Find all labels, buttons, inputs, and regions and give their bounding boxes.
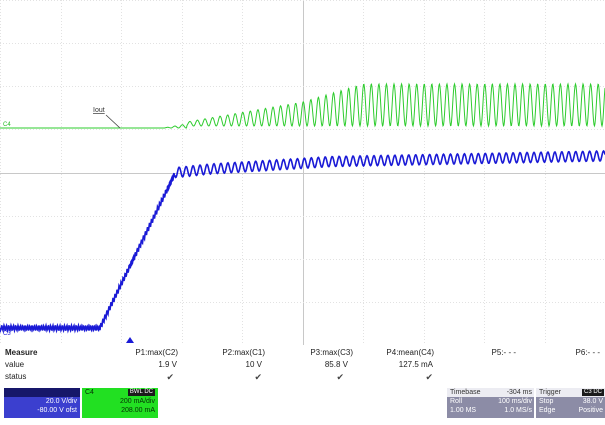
timebase-delay: -304 ms bbox=[506, 389, 532, 396]
trigger-position-marker[interactable] bbox=[126, 337, 134, 343]
timebase-samples: 1.00 MS bbox=[450, 407, 477, 414]
trigger-source-badge: C3 DC bbox=[581, 389, 604, 396]
measure-title: Measure bbox=[5, 348, 38, 357]
channel-c4-coupling-badge: BWL DC bbox=[127, 389, 155, 396]
channel-c3-scale: 20.0 V/div bbox=[45, 398, 77, 405]
channel-c4-scale: 200 mA/div bbox=[119, 398, 155, 405]
timebase-header: Timebase -304 ms bbox=[447, 388, 534, 397]
param-p2-status-check-icon: ✔ bbox=[254, 372, 262, 382]
trigger-mode: Stop bbox=[539, 398, 554, 405]
trigger-label: Trigger bbox=[539, 389, 561, 396]
channel-c4-offset: 208.00 mA bbox=[121, 407, 155, 414]
param-p3-name[interactable]: P3:max(C3) bbox=[310, 348, 353, 357]
measurement-table: Measure P1:max(C2) P2:max(C1) P3:max(C3)… bbox=[0, 345, 605, 387]
param-p5-name[interactable]: P5:- - - bbox=[491, 348, 516, 357]
trigger-row-2: Edge Positive bbox=[536, 406, 605, 415]
param-p4-name[interactable]: P4:mean(C4) bbox=[386, 348, 434, 357]
trace-iout bbox=[0, 82, 605, 129]
trigger-descriptor[interactable]: Trigger C3 DC Stop 38.0 V Edge Positive bbox=[536, 388, 605, 418]
channel-c4-marker: C4 bbox=[3, 122, 11, 128]
timebase-row-1: Roll 100 ms/div bbox=[447, 397, 534, 406]
measure-status-row: status ✔ ✔ ✔ ✔ bbox=[0, 372, 605, 382]
param-p1-name[interactable]: P1:max(C2) bbox=[135, 348, 178, 357]
channel-c4-descriptor[interactable]: C4 BWL DC 200 mA/div 208.00 mA bbox=[82, 388, 158, 418]
trigger-header: Trigger C3 DC bbox=[536, 388, 605, 397]
waveform-traces bbox=[0, 82, 605, 334]
param-p4-status-check-icon: ✔ bbox=[425, 372, 433, 382]
param-p4-value: 127.5 mA bbox=[398, 360, 433, 369]
timebase-label: Timebase bbox=[450, 389, 481, 396]
timebase-row-2: 1.00 MS 1.0 MS/s bbox=[447, 406, 534, 415]
timebase-mode: Roll bbox=[450, 398, 463, 405]
trigger-type: Edge bbox=[539, 407, 556, 414]
param-p1-status-check-icon: ✔ bbox=[166, 372, 174, 382]
timebase-descriptor[interactable]: Timebase -304 ms Roll 100 ms/div 1.00 MS… bbox=[447, 388, 534, 418]
channel-c3-header bbox=[4, 388, 80, 397]
measure-header-row: Measure P1:max(C2) P2:max(C1) P3:max(C3)… bbox=[0, 348, 605, 358]
channel-c4-name: C4 bbox=[85, 389, 94, 396]
trace-c3 bbox=[0, 149, 605, 334]
scope-waveform-display: C4 C3 Iout bbox=[0, 0, 605, 345]
param-p2-name[interactable]: P2:max(C1) bbox=[222, 348, 265, 357]
param-p2-value: 10 V bbox=[245, 360, 262, 369]
measure-value-row: value 1.9 V 10 V 85.8 V 127.5 mA bbox=[0, 360, 605, 370]
trace-labels: C4 C3 Iout bbox=[3, 107, 134, 343]
trigger-slope: Positive bbox=[578, 407, 603, 414]
plot-background bbox=[0, 0, 605, 345]
param-p3-status-check-icon: ✔ bbox=[336, 372, 344, 382]
iout-label-leader bbox=[105, 114, 121, 129]
timebase-rate: 1.0 MS/s bbox=[504, 407, 532, 414]
channel-c3-marker: C3 bbox=[3, 331, 11, 337]
param-p1-value: 1.9 V bbox=[158, 360, 177, 369]
value-row-label: value bbox=[5, 360, 25, 369]
channel-c3-descriptor[interactable]: 20.0 V/div -80.00 V ofst bbox=[4, 388, 80, 418]
trigger-row-1: Stop 38.0 V bbox=[536, 397, 605, 406]
param-p6-name[interactable]: P6:- - - bbox=[575, 348, 600, 357]
graticule-grid bbox=[0, 0, 605, 345]
channel-c3-offset: -80.00 V ofst bbox=[37, 407, 77, 414]
iout-trace-label: Iout bbox=[93, 107, 105, 114]
status-row-label: status bbox=[5, 372, 27, 381]
param-p3-value: 85.8 V bbox=[324, 360, 348, 369]
channel-c4-header: C4 BWL DC bbox=[82, 388, 158, 397]
timebase-scale: 100 ms/div bbox=[498, 398, 532, 405]
trigger-level: 38.0 V bbox=[582, 398, 603, 405]
